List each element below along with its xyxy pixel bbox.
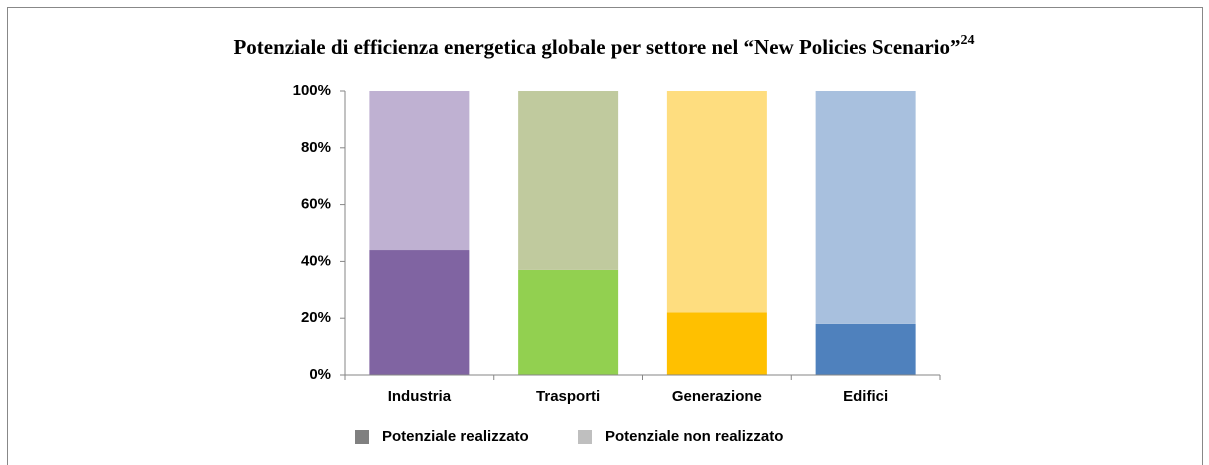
x-tick-label: Industria bbox=[388, 388, 452, 405]
chart-border bbox=[7, 7, 1203, 465]
bar-segment bbox=[666, 91, 767, 313]
title-superscript: 24 bbox=[961, 33, 975, 48]
bar-segment bbox=[815, 91, 916, 324]
y-tick-label: 20% bbox=[301, 309, 331, 326]
bar-segment bbox=[369, 250, 470, 375]
legend-label: Potenziale non realizzato bbox=[605, 428, 783, 445]
bar-segment bbox=[518, 91, 619, 270]
chart-title: Potenziale di efficienza energetica glob… bbox=[233, 33, 974, 59]
y-tick-label: 40% bbox=[301, 252, 331, 269]
bar-segment bbox=[815, 323, 916, 375]
bar-segment bbox=[369, 91, 470, 251]
x-tick-label: Generazione bbox=[672, 388, 762, 405]
x-tick-label: Trasporti bbox=[536, 388, 600, 405]
y-tick-label: 0% bbox=[309, 366, 331, 383]
title-text: Potenziale di efficienza energetica glob… bbox=[233, 35, 960, 59]
legend-swatch bbox=[578, 430, 592, 444]
legend-label: Potenziale realizzato bbox=[382, 428, 529, 445]
x-tick-label: Edifici bbox=[843, 388, 888, 405]
y-tick-label: 80% bbox=[301, 139, 331, 156]
legend-swatch bbox=[355, 430, 369, 444]
bar-segment bbox=[666, 312, 767, 375]
y-tick-label: 60% bbox=[301, 196, 331, 213]
y-tick-label: 100% bbox=[293, 82, 331, 99]
bar-segment bbox=[518, 269, 619, 375]
